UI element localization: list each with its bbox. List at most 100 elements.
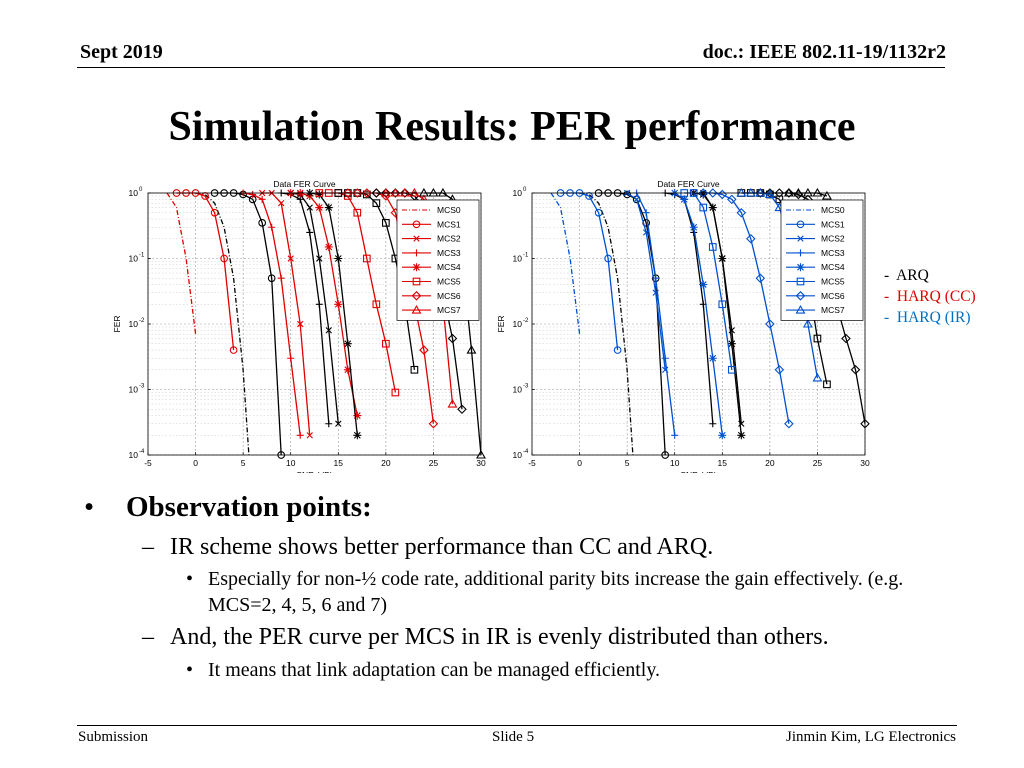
series-mcs7-ir-point <box>764 189 775 199</box>
series-mcs1-arq-point <box>258 219 267 227</box>
footer-author: Jinmin Kim, LG Electronics <box>786 729 956 745</box>
y-axis-label: FER <box>496 316 506 333</box>
x-tick-label: 0 <box>577 458 582 468</box>
legend-swatch-marker <box>413 249 420 257</box>
scheme-legend: - ARQ - HARQ (CC) - HARQ (IR) <box>884 265 976 328</box>
series-mcs3-ir-point <box>642 209 650 217</box>
legend-entry-label: MCS0 <box>821 205 845 215</box>
series-mcs2-ir-point <box>642 229 650 236</box>
series-mcs5-arq-point <box>813 334 822 343</box>
legend-dash: - <box>884 288 890 305</box>
series-mcs3-arq-point <box>296 195 304 203</box>
legend-swatch-marker <box>413 235 420 242</box>
bullet-dot-icon: • <box>186 568 194 590</box>
legend-label: HARQ (CC) <box>896 288 976 305</box>
series-mcs7-ir-point <box>736 187 747 197</box>
series-mcs6-ir-line <box>703 192 790 424</box>
slide-title: Simulation Results: PER performance <box>168 104 856 150</box>
y-tick-exponent: -4 <box>139 449 145 455</box>
legend-swatch-marker <box>412 263 421 272</box>
series-mcs7-arq-point <box>812 187 823 197</box>
legend-swatch-marker <box>796 263 805 272</box>
series-mcs0-ir-line <box>550 192 581 335</box>
x-tick-label: 15 <box>334 458 344 468</box>
chart-legend-box <box>396 199 480 321</box>
series-mcs0-arq-line <box>579 192 634 456</box>
legend-entry-label: MCS0 <box>437 205 461 215</box>
observation-point-text: And, the PER curve per MCS in IR is even… <box>170 624 829 650</box>
series-mcs6-arq-point <box>841 333 851 344</box>
series-mcs7-ir-point <box>802 318 813 328</box>
legend-swatch-marker <box>797 235 804 242</box>
legend-swatch-marker <box>795 291 806 301</box>
chart-legend: MCS0 MCS1 MCS2 MCS3 MCS4 MCS5 MCS6 MCS7 <box>780 199 864 321</box>
series-mcs3-cc-point <box>296 431 304 439</box>
y-tick-exponent: -4 <box>523 449 529 455</box>
bullet-dot-icon: • <box>186 659 194 681</box>
x-tick-label: 25 <box>813 458 823 468</box>
series-mcs5-cc-point <box>353 208 362 217</box>
x-tick-label: 30 <box>476 458 486 468</box>
legend-swatch-marker <box>412 220 421 229</box>
legend-dash: - <box>884 267 890 284</box>
series-mcs5-cc-point <box>382 339 390 348</box>
series-mcs4-ir-point <box>680 195 689 204</box>
scheme-legend-arq: - ARQ <box>884 265 976 286</box>
series-mcs4-ir-point <box>718 431 727 440</box>
series-mcs5-cc-point <box>391 388 400 397</box>
x-tick-label: 20 <box>765 458 775 468</box>
y-tick-exponent: -2 <box>523 318 529 324</box>
x-tick-label: 15 <box>718 458 728 468</box>
y-tick-label: 10 <box>129 450 139 460</box>
chart-right-ir-vs-arq: -5 0 5 10 15 20 25 30 10 0 10 -1 10 -2 10 -3 10 -4 Data FE… <box>494 168 872 480</box>
observation-list: • Observation points: – IR scheme shows … <box>84 491 964 683</box>
x-tick-label: -5 <box>144 458 152 468</box>
chart-legend: MCS0 MCS1 MCS2 MCS3 MCS4 MCS5 MCS6 MCS7 <box>396 199 480 321</box>
series-mcs2-arq-point <box>306 204 313 211</box>
x-tick-label: 20 <box>381 458 391 468</box>
series-mcs7-ir-point <box>755 187 766 197</box>
series-mcs7-ir-point <box>812 372 823 382</box>
series-mcs6-arq-point <box>447 333 458 344</box>
legend-swatch-marker <box>795 304 806 314</box>
legend-entry-label: MCS1 <box>821 219 845 229</box>
series-mcs3-ir-point <box>671 431 679 439</box>
series-mcs4-ir-point <box>689 223 698 232</box>
legend-swatch-marker <box>797 249 804 257</box>
x-axis-label: SNR (dB) <box>296 470 333 473</box>
series-group <box>166 187 486 459</box>
series-mcs6-cc-point <box>362 188 372 198</box>
observation-subpoint-text: It means that link adaptation can be man… <box>208 659 661 681</box>
series-mcs3-cc-point <box>258 195 266 203</box>
chart-left-cc-vs-arq: -5 0 5 10 15 20 25 30 10 0 10 -1 10 -2 10 -3 10 -4 Data FE… <box>110 168 488 480</box>
observation-point: – IR scheme shows better performance tha… <box>84 534 964 561</box>
y-tick-label: 10 <box>513 254 523 264</box>
series-mcs7-arq-point <box>428 187 439 197</box>
legend-label: ARQ <box>896 267 929 284</box>
series-mcs3-cc-point <box>249 190 257 198</box>
legend-swatch-marker <box>796 277 805 286</box>
series-mcs3-arq-point <box>325 420 333 428</box>
series-mcs7-arq-point <box>783 187 794 197</box>
series-mcs3-cc-point <box>268 223 276 231</box>
chart-title: Data FER Curve <box>273 179 336 189</box>
series-mcs4-arq-point <box>727 339 736 348</box>
x-tick-label: 30 <box>860 458 870 468</box>
legend-entry-label: MCS5 <box>821 277 845 287</box>
series-mcs6-ir-point <box>774 365 785 375</box>
legend-swatch-marker <box>412 277 421 286</box>
series-mcs4-arq-point <box>324 203 333 212</box>
scheme-legend-harq-cc: - HARQ (CC) <box>884 286 976 307</box>
series-mcs5-cc-point <box>372 300 381 309</box>
series-mcs3-arq-point <box>315 300 323 308</box>
series-mcs2-arq-point <box>335 420 342 427</box>
series-mcs4-cc-point <box>353 411 362 420</box>
series-mcs6-ir-point <box>707 188 718 198</box>
series-mcs6-ir-point <box>784 418 794 429</box>
legend-entry-label: MCS3 <box>821 248 845 258</box>
legend-entry-label: MCS7 <box>437 305 461 315</box>
series-mcs7-arq-point <box>437 187 448 197</box>
series-mcs1-ir-point <box>613 346 622 354</box>
